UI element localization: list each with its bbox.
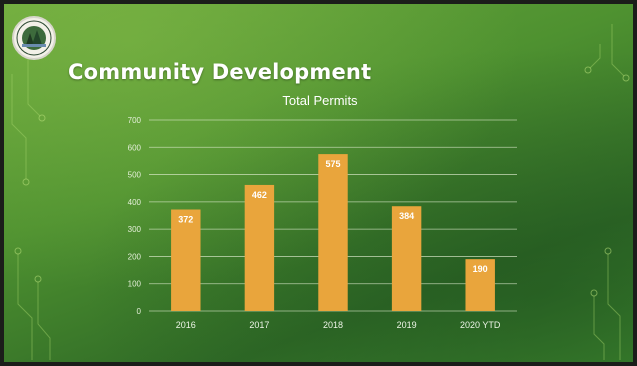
slide: Community Development Total Permits 0 100… [4,4,633,362]
y-tick-label: 500 [128,171,142,180]
data-label: 575 [325,159,340,169]
x-axis: 2016 2017 2018 2019 2020 YTD [176,320,501,330]
y-tick-label: 400 [128,198,142,207]
data-label: 372 [178,214,193,224]
city-seal-logo [12,16,56,60]
y-axis: 0 100 200 300 400 500 600 700 [128,116,142,316]
y-tick-label: 100 [128,280,142,289]
bar-2020-ytd [465,259,495,311]
y-tick-label: 0 [137,307,142,316]
x-tick-label: 2017 [249,320,269,330]
data-label: 190 [473,264,488,274]
x-tick-label: 2020 YTD [460,320,501,330]
chart-title: Total Permits [282,93,358,108]
bars: 372 462 575 384 190 [171,154,495,311]
x-tick-label: 2018 [323,320,343,330]
bar-2016 [171,209,201,311]
bar-2017 [244,184,275,311]
x-tick-label: 2019 [397,320,417,330]
bar-2019 [391,206,422,311]
total-permits-chart: Total Permits 0 100 200 300 400 500 600 700 372… [128,93,517,330]
circuit-decoration [11,24,630,360]
data-label: 384 [399,211,414,221]
y-tick-label: 600 [128,143,142,152]
page-title: Community Development [68,60,372,84]
bar-2018 [318,154,348,311]
x-tick-label: 2016 [176,320,196,330]
data-label: 462 [252,190,267,200]
y-tick-label: 300 [128,225,142,234]
y-tick-label: 200 [128,252,142,261]
y-tick-label: 700 [128,116,142,125]
